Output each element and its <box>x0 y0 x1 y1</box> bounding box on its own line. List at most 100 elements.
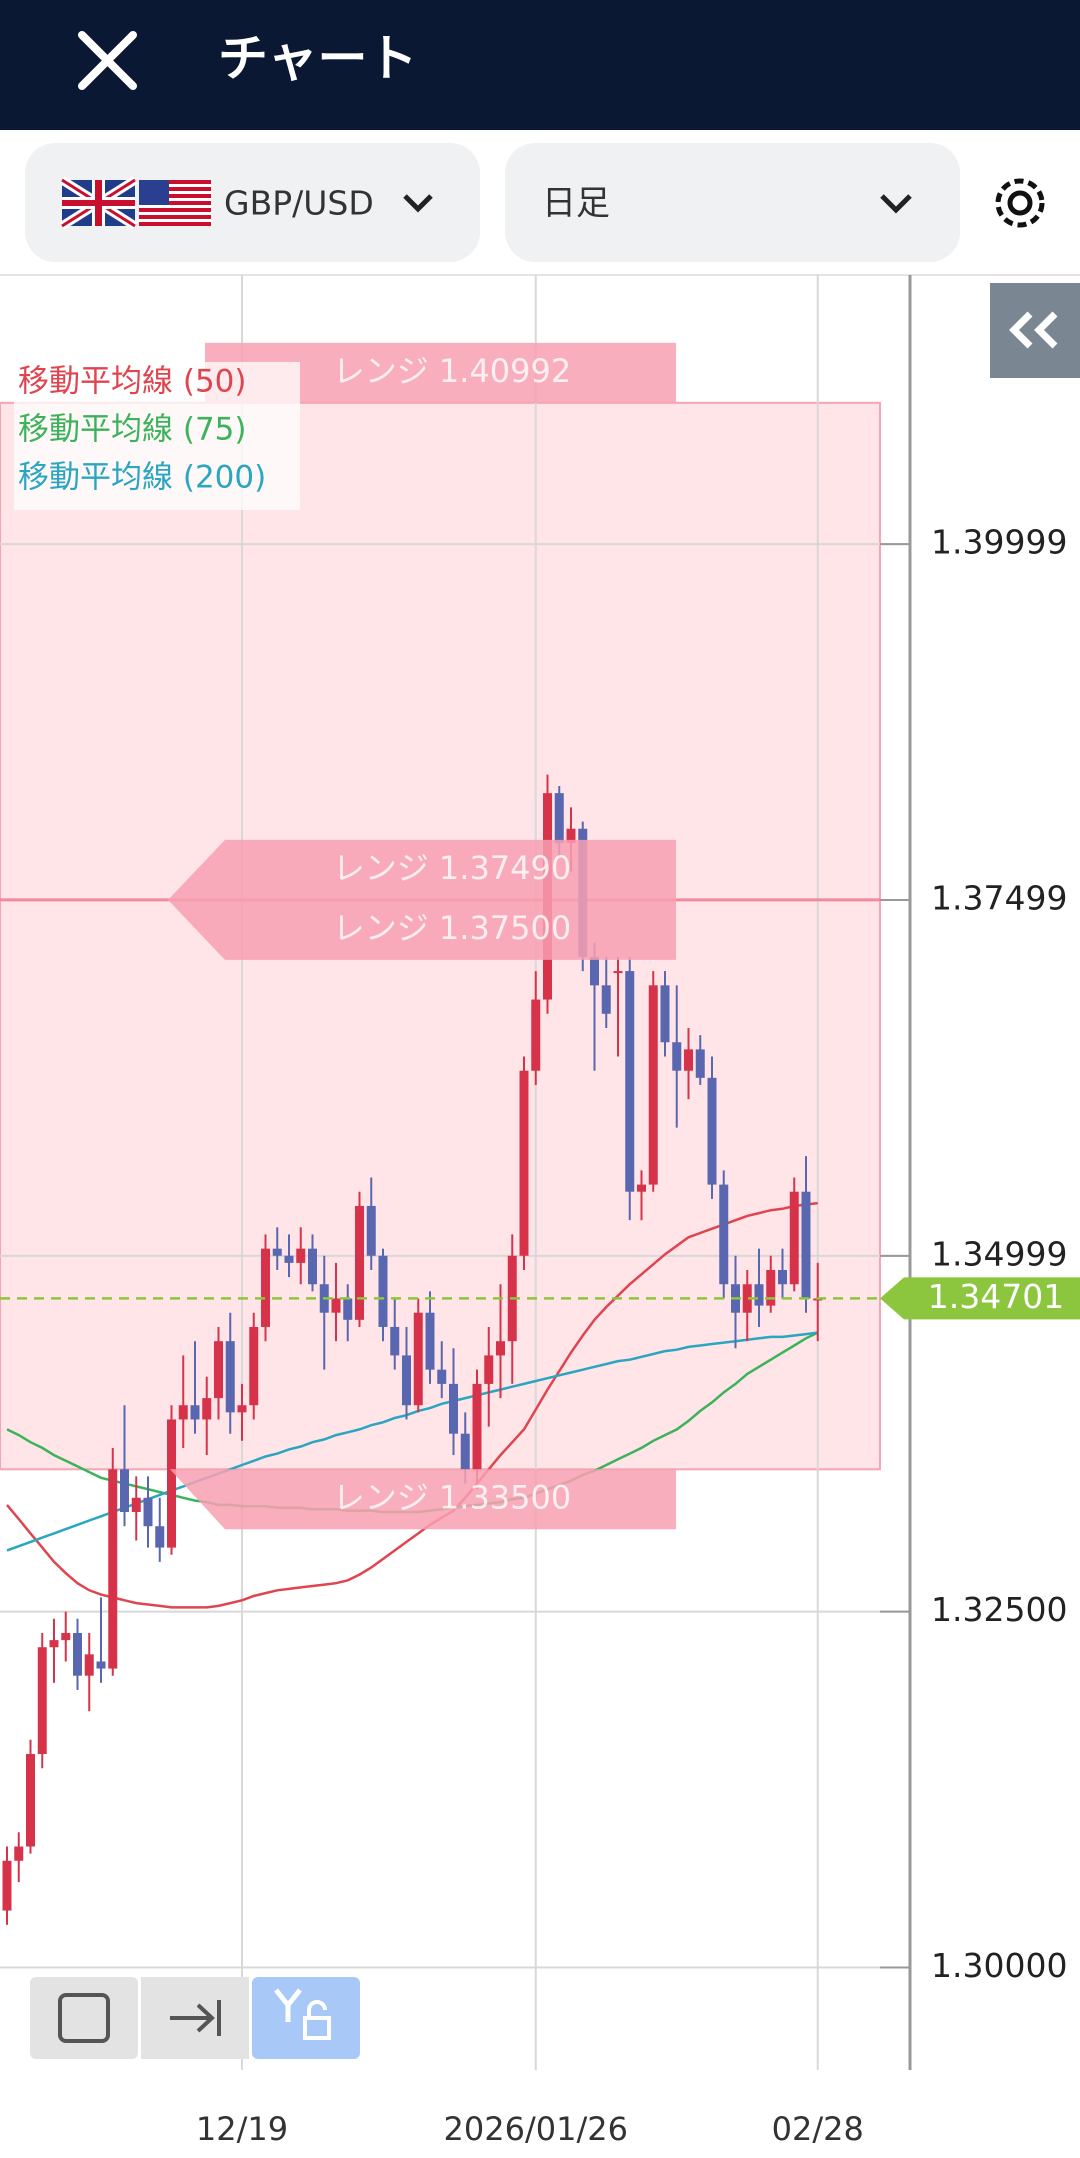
candle-body <box>225 1341 235 1413</box>
collapse-button[interactable] <box>990 283 1080 378</box>
timeframe-selector[interactable] <box>505 143 960 262</box>
candle-body <box>519 1070 529 1256</box>
candle-body <box>695 1049 705 1078</box>
plot-area: 12/19 2026/01/26 02/28 1.39999 1.37499 1.3499… <box>0 275 1080 2148</box>
candle-body <box>26 1753 35 1847</box>
candle-body <box>49 1640 59 1648</box>
candle-body <box>355 1205 364 1320</box>
us-flag <box>139 180 211 226</box>
candle-body <box>237 1405 247 1413</box>
candle-body <box>143 1497 153 1527</box>
candle-body <box>672 1042 682 1071</box>
candle-body <box>531 999 541 1071</box>
candle-body <box>601 985 611 1014</box>
legend-entry: 移動平均線 (75) <box>18 412 247 448</box>
candle-body <box>390 1326 400 1356</box>
x-tick-label: 2026/01/26 <box>444 2110 628 2148</box>
candle-body <box>73 1632 82 1676</box>
candle-body <box>2 1860 12 1911</box>
candle-body <box>84 1654 94 1676</box>
candle-body <box>425 1312 435 1370</box>
pair-selector[interactable] <box>25 143 480 262</box>
current-price-label: 1.34701 <box>928 1277 1064 1316</box>
candle-body <box>296 1248 306 1263</box>
candle-body <box>648 985 658 1185</box>
candle-body <box>590 956 599 986</box>
legend-box <box>14 362 300 510</box>
y-tick-label: 1.34999 <box>931 1234 1067 1273</box>
candle-body <box>613 971 623 974</box>
candle-body <box>155 1526 165 1548</box>
candle-body <box>14 1846 24 1861</box>
y-tick-label: 1.30000 <box>931 1946 1067 1985</box>
candle-body <box>343 1298 353 1320</box>
candle-body <box>284 1255 294 1263</box>
y-tick-label: 1.37499 <box>931 879 1067 918</box>
candle-body <box>778 1270 787 1285</box>
legend-entry: 移動平均線 (200) <box>18 460 266 496</box>
candle-body <box>449 1383 458 1434</box>
x-tick-label: 02/28 <box>772 2110 864 2148</box>
candle-body <box>308 1248 317 1285</box>
settings-button[interactable] <box>995 178 1045 228</box>
legend-entry: 移動平均線 (50) <box>18 364 247 400</box>
range-label: レンジ 1.37500 <box>333 909 572 947</box>
x-tick-label: 12/19 <box>196 2110 288 2148</box>
candle-body <box>566 828 576 843</box>
scroll-end-button[interactable] <box>141 1977 249 2059</box>
candle-body <box>637 1184 646 1192</box>
candle-body <box>261 1248 270 1327</box>
candle-body <box>707 1077 717 1185</box>
candle-body <box>413 1312 423 1406</box>
candle-body <box>460 1433 470 1470</box>
candle-body <box>766 1270 776 1306</box>
range-label: レンジ 1.40992 <box>333 352 572 390</box>
candle-body <box>96 1661 106 1669</box>
y-lock-button[interactable] <box>252 1977 360 2059</box>
candle-body <box>719 1184 729 1285</box>
candle-body <box>108 1469 118 1669</box>
header-title: チャート <box>218 30 418 88</box>
pair-label: GBP/USD <box>224 184 374 223</box>
candle-body <box>754 1284 764 1306</box>
candle-body <box>684 1049 693 1071</box>
chevron <box>403 194 433 213</box>
candle-body <box>178 1405 188 1420</box>
candle-body <box>61 1632 71 1641</box>
candle-body <box>190 1405 200 1420</box>
range-tab <box>205 342 676 403</box>
candle-body <box>366 1205 376 1256</box>
candle-body <box>272 1248 282 1256</box>
fit-button[interactable] <box>30 1977 138 2059</box>
candle-body <box>801 1191 811 1299</box>
candle-body <box>202 1398 212 1420</box>
candle-body <box>660 985 670 1043</box>
candle-body <box>484 1355 494 1384</box>
y-tick-label: 1.32500 <box>931 1590 1067 1629</box>
range-tab <box>168 839 676 960</box>
timeframe-label: 日足 <box>542 184 610 224</box>
candle-body <box>249 1326 259 1406</box>
candle-body <box>554 793 564 843</box>
candle-body <box>742 1284 752 1313</box>
candle-body <box>437 1369 447 1384</box>
candle-body <box>625 971 635 1192</box>
range-tab <box>170 1469 676 1530</box>
moving-average-line <box>6 1201 818 1609</box>
candle-body <box>37 1647 47 1754</box>
candle-body <box>214 1341 223 1399</box>
candle-body <box>131 1497 141 1512</box>
candle-body <box>167 1419 176 1548</box>
candle-body <box>402 1355 411 1406</box>
header <box>0 0 1080 130</box>
current-price-tag <box>880 1277 1080 1320</box>
range-label: レンジ 1.33500 <box>333 1478 572 1516</box>
close-button[interactable] <box>78 31 137 90</box>
uk-flag <box>59 176 138 230</box>
candle-body <box>496 1341 505 1356</box>
candle-body <box>331 1298 341 1313</box>
chevron <box>880 194 912 214</box>
candle-body <box>378 1255 388 1327</box>
